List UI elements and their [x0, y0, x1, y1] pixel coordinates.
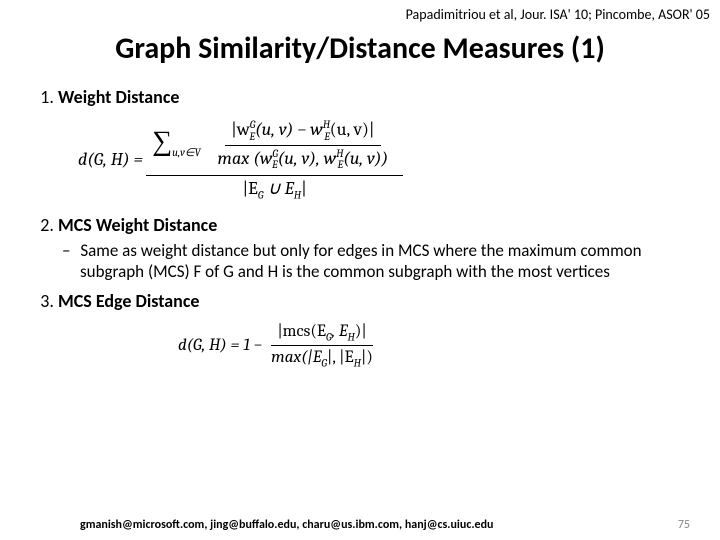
sigma: ∑u,v∈V	[152, 124, 200, 160]
f1-oden-r: |	[301, 178, 307, 199]
page-number: 75	[678, 518, 690, 532]
slide-title: Graph Similarity/Distance Measures (1)	[0, 30, 720, 67]
f1-num-r: (u, v)|	[330, 119, 375, 140]
f2-den-s2: H	[354, 357, 361, 370]
formula2-frac: |mcs(EG, EH)| max(|EG|, |EH|)	[265, 320, 379, 372]
f1-den-mid: (u, v), w	[278, 148, 337, 169]
f1-num-l: |w	[231, 119, 250, 140]
item-3-title: MCS Edge Distance	[58, 290, 199, 312]
f2-den-r: |)	[361, 348, 373, 367]
f2-num-r: )|	[355, 322, 367, 341]
formula1-inner-frac: |wGE(u, v) − wHE(u, v)| max (wGE(u, v), …	[212, 117, 395, 174]
formula-weight-distance: d(G, H) = ∑u,v∈V |wGE(u, v) − wHE(u, v)|	[78, 116, 700, 204]
formula1-outer-frac: ∑u,v∈V |wGE(u, v) − wHE(u, v)| max (wGE(…	[146, 116, 403, 204]
formula2-lhs: d(G, H) = 1 −	[178, 335, 262, 357]
sigma-sub: u,v∈V	[172, 146, 201, 160]
f1-den-r: (u, v))	[343, 148, 388, 169]
f1-oden-mid: ∪ E	[264, 178, 294, 199]
f1-oden-l: |E	[242, 178, 257, 199]
f2-den-m: |, |E	[327, 348, 354, 367]
f2-den-l: max(|E	[271, 348, 321, 367]
f1-num-mid: (u, v) − w	[255, 119, 323, 140]
formula-mcs-edge: d(G, H) = 1 − |mcs(EG, EH)| max(|EG|, |E…	[178, 320, 700, 372]
f2-num-s2: H	[347, 330, 354, 343]
f2-num-l: |mcs(E	[277, 322, 326, 341]
item-2-desc-list: Same as weight distance but only for edg…	[58, 240, 700, 282]
f2-num-m: , E	[332, 322, 348, 341]
item-3: MCS Edge Distance d(G, H) = 1 − |mcs(EG,…	[58, 290, 700, 372]
citation-text: Papadimitriou et al, Jour. ISA' 10; Pinc…	[406, 6, 710, 23]
f1-den-l: max (w	[218, 148, 273, 169]
footer: gmanish@microsoft.com, jing@buffalo.edu,…	[0, 518, 720, 532]
footer-emails: gmanish@microsoft.com, jing@buffalo.edu,…	[80, 518, 493, 532]
formula1-lhs: d(G, H) =	[78, 148, 143, 171]
item-1-title: Weight Distance	[58, 86, 179, 108]
item-2-title: MCS Weight Distance	[58, 214, 217, 236]
main-list: Weight Distance d(G, H) = ∑u,v∈V |wGE(u,…	[30, 86, 700, 372]
item-2: MCS Weight Distance Same as weight dista…	[58, 214, 700, 282]
item-1: Weight Distance d(G, H) = ∑u,v∈V |wGE(u,…	[58, 86, 700, 204]
content-area: Weight Distance d(G, H) = ∑u,v∈V |wGE(u,…	[30, 86, 700, 382]
f1-oden-s2: H	[294, 188, 301, 201]
item-2-desc: Same as weight distance but only for edg…	[80, 240, 700, 282]
